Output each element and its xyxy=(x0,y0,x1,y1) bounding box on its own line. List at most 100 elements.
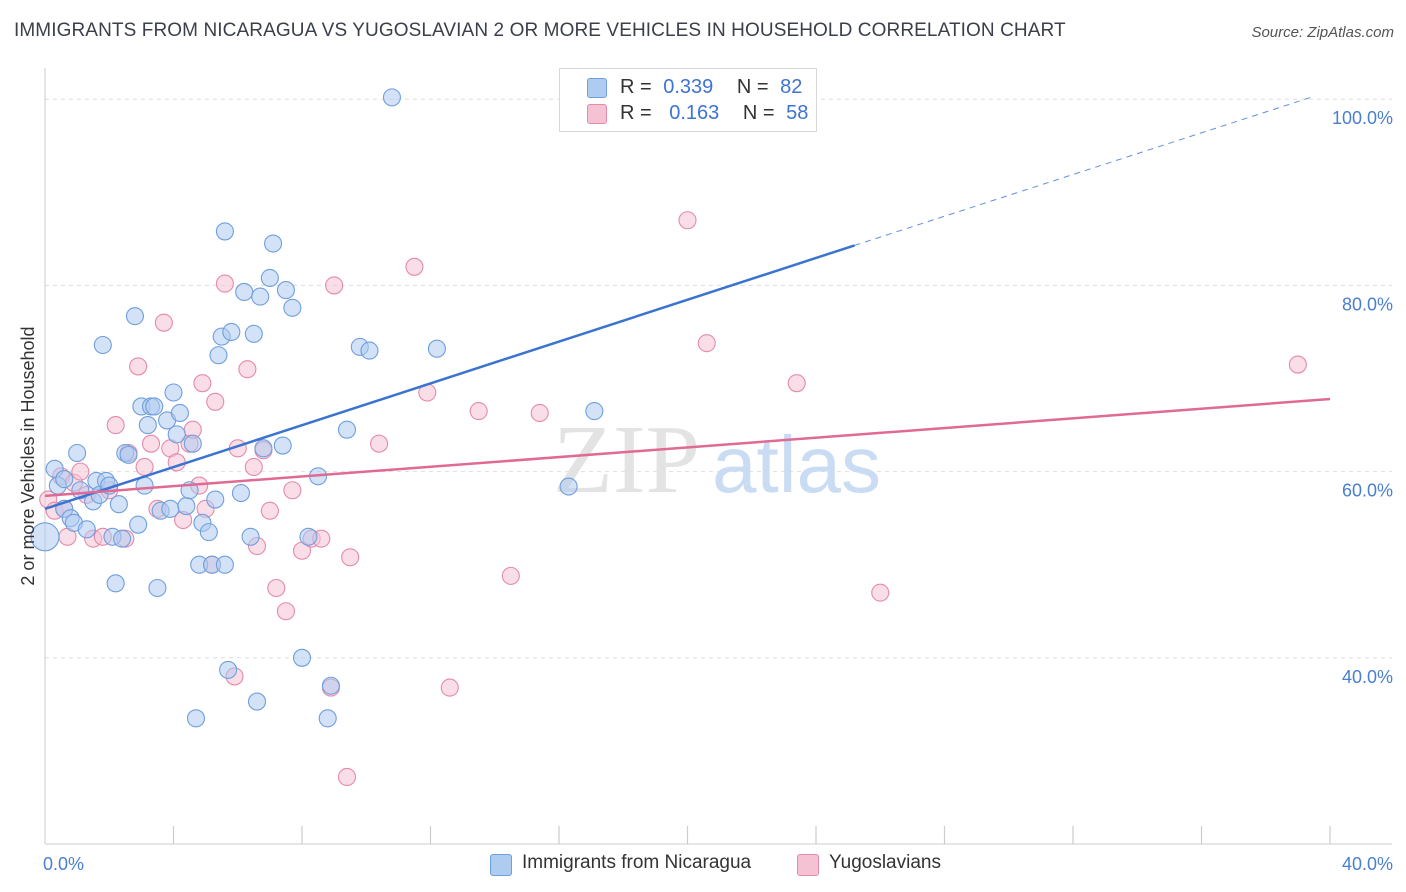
point-yugoslavians xyxy=(1288,355,1307,374)
point-immigrants-from-nicaragua xyxy=(318,709,337,728)
point-yugoslavians xyxy=(276,602,295,621)
bottom-legend-swatch-pink xyxy=(797,854,819,876)
legend-swatch-pink xyxy=(587,104,607,124)
point-immigrants-from-nicaragua xyxy=(138,416,157,435)
trend-lines xyxy=(44,96,1331,511)
point-immigrants-from-nicaragua xyxy=(55,470,74,489)
point-yugoslavians xyxy=(325,276,344,295)
bottom-legend-swatch-blue xyxy=(490,854,512,876)
legend-r-value: 0.163 xyxy=(669,102,720,124)
point-immigrants-from-nicaragua xyxy=(235,282,254,301)
y-tick-labels: 40.0% 60.0% 80.0% 100.0% xyxy=(1332,108,1393,687)
legend-n-value: 82 xyxy=(780,76,803,98)
y-tick-label: 100.0% xyxy=(1332,108,1393,128)
legend-n-label: N = xyxy=(742,102,775,124)
point-immigrants-from-nicaragua xyxy=(254,439,273,458)
point-immigrants-from-nicaragua xyxy=(231,483,251,503)
point-yugoslavians xyxy=(405,257,424,276)
legend-row-yugoslavians: R = 0.163 N = 58 xyxy=(620,102,808,125)
point-immigrants-from-nicaragua xyxy=(292,648,312,667)
correlation-legend: R = 0.339 N = 82 R = 0.163 N = 58 xyxy=(559,68,817,132)
bottom-legend-yugoslavians: Yugoslavians xyxy=(797,852,941,876)
point-immigrants-from-nicaragua xyxy=(199,523,218,542)
point-immigrants-from-nicaragua xyxy=(106,574,125,593)
watermark-zip: ZIP xyxy=(553,406,700,514)
point-immigrants-from-nicaragua xyxy=(177,497,196,516)
point-yugoslavians xyxy=(154,313,173,332)
point-immigrants-from-nicaragua xyxy=(206,490,225,509)
point-immigrants-from-nicaragua xyxy=(321,676,340,695)
source-credit: Source: ZipAtlas.com xyxy=(1251,24,1394,41)
point-immigrants-from-nicaragua xyxy=(251,287,270,306)
point-immigrants-from-nicaragua xyxy=(382,88,402,107)
point-yugoslavians xyxy=(283,481,302,500)
point-immigrants-from-nicaragua xyxy=(186,709,206,728)
point-immigrants-from-nicaragua xyxy=(113,529,132,548)
point-immigrants-from-nicaragua xyxy=(164,383,183,402)
point-immigrants-from-nicaragua xyxy=(360,341,379,360)
point-yugoslavians xyxy=(501,566,520,585)
gridlines xyxy=(45,98,1392,659)
chart-title: IMMIGRANTS FROM NICARAGUA VS YUGOSLAVIAN… xyxy=(14,20,1066,41)
point-immigrants-from-nicaragua xyxy=(109,495,128,514)
point-immigrants-from-nicaragua xyxy=(337,420,357,439)
point-yugoslavians xyxy=(193,374,212,393)
point-yugoslavians xyxy=(341,548,360,567)
point-yugoslavians xyxy=(530,403,549,423)
point-yugoslavians xyxy=(871,583,890,602)
point-immigrants-from-nicaragua xyxy=(119,445,138,464)
x-tick-label: 40.0% xyxy=(1342,854,1393,874)
point-yugoslavians xyxy=(244,457,263,477)
point-immigrants-from-nicaragua xyxy=(283,298,302,317)
x-tick-labels: 0.0% 40.0% xyxy=(43,854,1393,874)
bottom-legend-nicaragua: Immigrants from Nicaragua xyxy=(490,852,751,876)
y-axis-label: 2 or more Vehicles in Household xyxy=(18,326,38,585)
point-immigrants-from-nicaragua xyxy=(215,555,234,574)
x-tick-label: 0.0% xyxy=(43,854,84,874)
trend-line-nicaragua xyxy=(44,244,855,511)
legend-r-label: R = xyxy=(620,102,652,124)
point-immigrants-from-nicaragua xyxy=(77,520,96,539)
axes xyxy=(44,68,1392,845)
point-immigrants-from-nicaragua xyxy=(585,402,604,421)
legend-n-value: 58 xyxy=(786,102,809,124)
y-tick-label: 60.0% xyxy=(1342,481,1393,501)
point-yugoslavians xyxy=(71,462,90,481)
point-immigrants-from-nicaragua xyxy=(260,268,279,288)
point-immigrants-from-nicaragua xyxy=(247,692,267,711)
point-immigrants-from-nicaragua xyxy=(209,346,228,365)
point-immigrants-from-nicaragua xyxy=(183,434,202,453)
point-yugoslavians xyxy=(260,501,279,520)
legend-swatch-blue xyxy=(587,78,607,98)
point-yugoslavians xyxy=(678,211,697,230)
point-yugoslavians xyxy=(106,416,125,435)
point-immigrants-from-nicaragua xyxy=(273,436,292,455)
point-yugoslavians xyxy=(370,434,389,453)
point-immigrants-from-nicaragua xyxy=(129,515,148,534)
point-immigrants-from-nicaragua xyxy=(559,477,578,496)
point-immigrants-from-nicaragua xyxy=(427,339,446,358)
point-immigrants-from-nicaragua xyxy=(167,425,186,444)
point-yugoslavians xyxy=(129,357,148,376)
point-immigrants-from-nicaragua xyxy=(219,660,238,679)
trend-line-yugoslavians xyxy=(44,397,1331,498)
point-yugoslavians xyxy=(469,402,488,421)
bottom-legend-label: Yugoslavians xyxy=(829,852,941,873)
point-yugoslavians xyxy=(440,678,459,697)
point-yugoslavians xyxy=(206,392,225,411)
point-immigrants-from-nicaragua xyxy=(93,335,112,355)
watermark-atlas: atlas xyxy=(712,420,881,509)
legend-row-nicaragua: R = 0.339 N = 82 xyxy=(620,76,802,99)
watermark: ZIP atlas xyxy=(553,406,881,514)
legend-r-label: R = xyxy=(620,76,652,98)
point-immigrants-from-nicaragua xyxy=(244,324,263,343)
point-immigrants-from-nicaragua xyxy=(125,307,144,326)
y-tick-label: 80.0% xyxy=(1342,294,1393,314)
y-tick-label: 40.0% xyxy=(1342,667,1393,687)
point-immigrants-from-nicaragua xyxy=(222,322,241,342)
point-immigrants-from-nicaragua xyxy=(30,522,60,552)
point-immigrants-from-nicaragua xyxy=(264,234,283,253)
point-yugoslavians xyxy=(135,457,154,477)
point-yugoslavians xyxy=(141,434,161,453)
